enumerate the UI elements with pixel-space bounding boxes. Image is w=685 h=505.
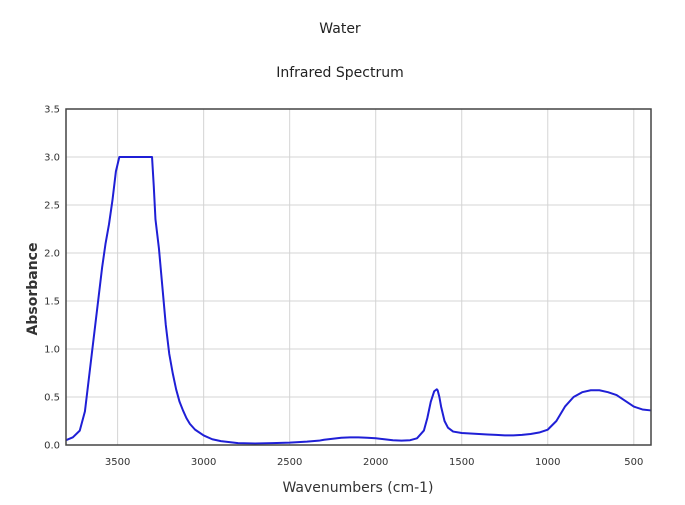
plot-frame — [65, 108, 652, 446]
x-tick-label: 3000 — [191, 457, 216, 468]
y-tick-label: 2.5 — [44, 201, 60, 212]
x-tick-label: 2500 — [277, 457, 302, 468]
tick-labels: 3500 3000 2500 2000 1500 1000 500 0.0 0.5 1.0 1.5 2… — [44, 105, 643, 469]
y-tick-label: 3.5 — [44, 105, 60, 116]
y-tick-label: 3.0 — [44, 153, 60, 164]
y-axis-title: Absorbance — [25, 243, 41, 336]
y-tick-label: 0.5 — [44, 393, 60, 404]
x-axis-title: Wavenumbers (cm-1) — [282, 480, 433, 496]
x-tick-label: 1000 — [535, 457, 560, 468]
series-line — [65, 156, 652, 445]
y-tick-label: 0.0 — [44, 441, 60, 452]
grid — [66, 108, 651, 446]
y-tick-label: 1.5 — [44, 297, 60, 308]
chart-subtitle: Infrared Spectrum — [276, 65, 404, 81]
y-tick-label: 2.0 — [44, 249, 60, 260]
series-layer — [65, 156, 652, 445]
x-tick-label: 500 — [624, 457, 643, 468]
chart-title: Water — [319, 21, 361, 37]
x-tick-label: 1500 — [449, 457, 474, 468]
x-tick-label: 2000 — [363, 457, 388, 468]
x-tick-label: 3500 — [105, 457, 130, 468]
y-tick-label: 1.0 — [44, 345, 60, 356]
